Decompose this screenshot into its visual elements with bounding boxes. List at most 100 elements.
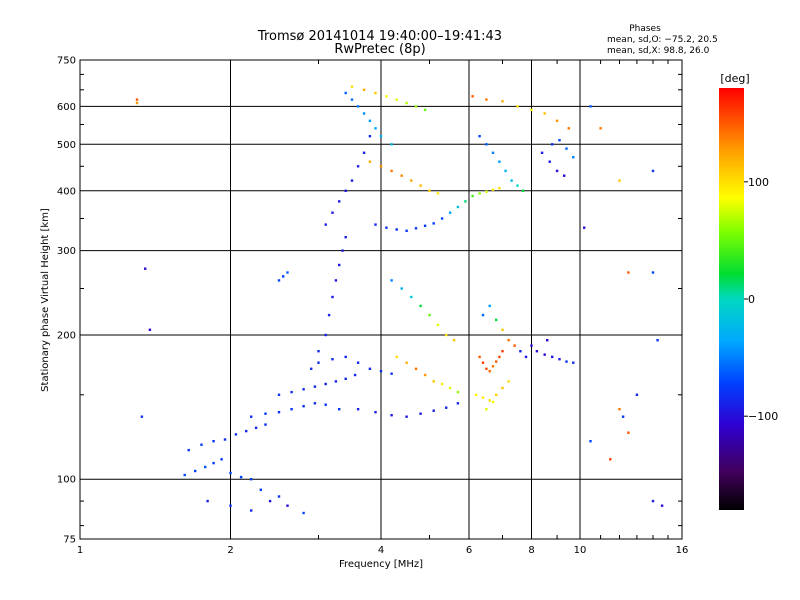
data-point (385, 95, 388, 98)
data-point (368, 119, 372, 122)
data-point (277, 495, 281, 498)
data-point (264, 412, 267, 415)
data-point (651, 169, 655, 173)
data-point (452, 339, 456, 342)
data-point (324, 223, 327, 226)
data-point (419, 412, 422, 415)
data-point (302, 405, 305, 408)
y-tick-label: 750 (57, 56, 76, 67)
data-point (495, 318, 498, 322)
data-point (350, 85, 354, 88)
data-point (530, 344, 533, 347)
data-point (651, 499, 655, 503)
data-point (440, 217, 444, 220)
data-point (374, 91, 377, 95)
data-point (491, 188, 495, 191)
data-point (618, 179, 621, 182)
data-point (510, 179, 513, 182)
data-point (331, 211, 334, 214)
y-tick-label: 100 (57, 475, 76, 486)
data-point (344, 189, 347, 192)
data-point (507, 339, 510, 342)
data-point (223, 438, 227, 441)
data-point (436, 192, 440, 195)
data-point (324, 382, 327, 386)
data-point (589, 105, 592, 108)
data-point (344, 377, 347, 380)
data-point (572, 361, 575, 364)
data-point (277, 411, 281, 414)
data-point (362, 151, 366, 154)
data-point (277, 393, 281, 396)
data-point (488, 399, 491, 402)
data-point (334, 380, 338, 383)
data-point (212, 440, 215, 443)
data-point (290, 390, 293, 394)
data-point (565, 360, 568, 363)
y-tick-label: 300 (57, 246, 76, 257)
data-point (414, 367, 418, 370)
data-point (635, 393, 639, 396)
data-point (507, 380, 510, 383)
grid-lines (80, 60, 682, 539)
data-point (551, 355, 554, 359)
data-point (481, 361, 485, 364)
y-tick-label: 75 (63, 535, 76, 546)
data-point (530, 108, 533, 112)
data-point (200, 443, 203, 446)
data-point (229, 471, 232, 475)
data-point (627, 431, 630, 434)
data-point (313, 385, 317, 388)
data-point (140, 415, 144, 418)
data-point (627, 271, 630, 274)
data-point (254, 426, 258, 429)
data-point (423, 373, 427, 377)
data-point (400, 174, 403, 177)
data-point (324, 333, 327, 337)
data-point (516, 184, 519, 187)
data-point (390, 143, 393, 146)
data-point (558, 358, 561, 361)
data-point (405, 101, 408, 105)
stats-heading: Phases (629, 24, 661, 34)
data-point (551, 143, 554, 146)
data-point (390, 169, 393, 173)
data-point (423, 108, 427, 112)
data-point (331, 295, 334, 299)
data-point (481, 313, 485, 317)
data-point (485, 98, 488, 101)
data-point (572, 156, 575, 159)
colorbar-tick-label: 100 (748, 176, 769, 189)
data-point (310, 367, 313, 370)
data-point (338, 200, 341, 203)
data-point (135, 101, 139, 105)
data-point (501, 386, 504, 390)
y-axis-title: Stationary phase Virtual Height [km] (40, 208, 51, 392)
data-point (567, 127, 570, 130)
data-point (498, 355, 501, 359)
data-point (379, 370, 383, 373)
data-point (609, 458, 612, 461)
data-point (390, 414, 393, 417)
colorbar-tick-label: −100 (748, 410, 778, 423)
data-point (436, 323, 440, 326)
data-point (338, 263, 341, 267)
data-point (317, 361, 320, 364)
data-point (344, 236, 347, 239)
data-point (395, 228, 398, 231)
data-point (485, 190, 488, 193)
data-point (194, 469, 197, 473)
data-point (374, 411, 377, 414)
data-point (501, 328, 504, 331)
data-point (456, 390, 460, 394)
data-point (144, 267, 147, 270)
x-tick-label: 4 (378, 545, 384, 556)
data-point (660, 504, 664, 507)
data-point (290, 408, 293, 411)
data-point (488, 304, 491, 308)
data-point (414, 105, 418, 108)
data-point (445, 333, 448, 337)
data-point (440, 382, 444, 386)
data-point (432, 380, 435, 383)
